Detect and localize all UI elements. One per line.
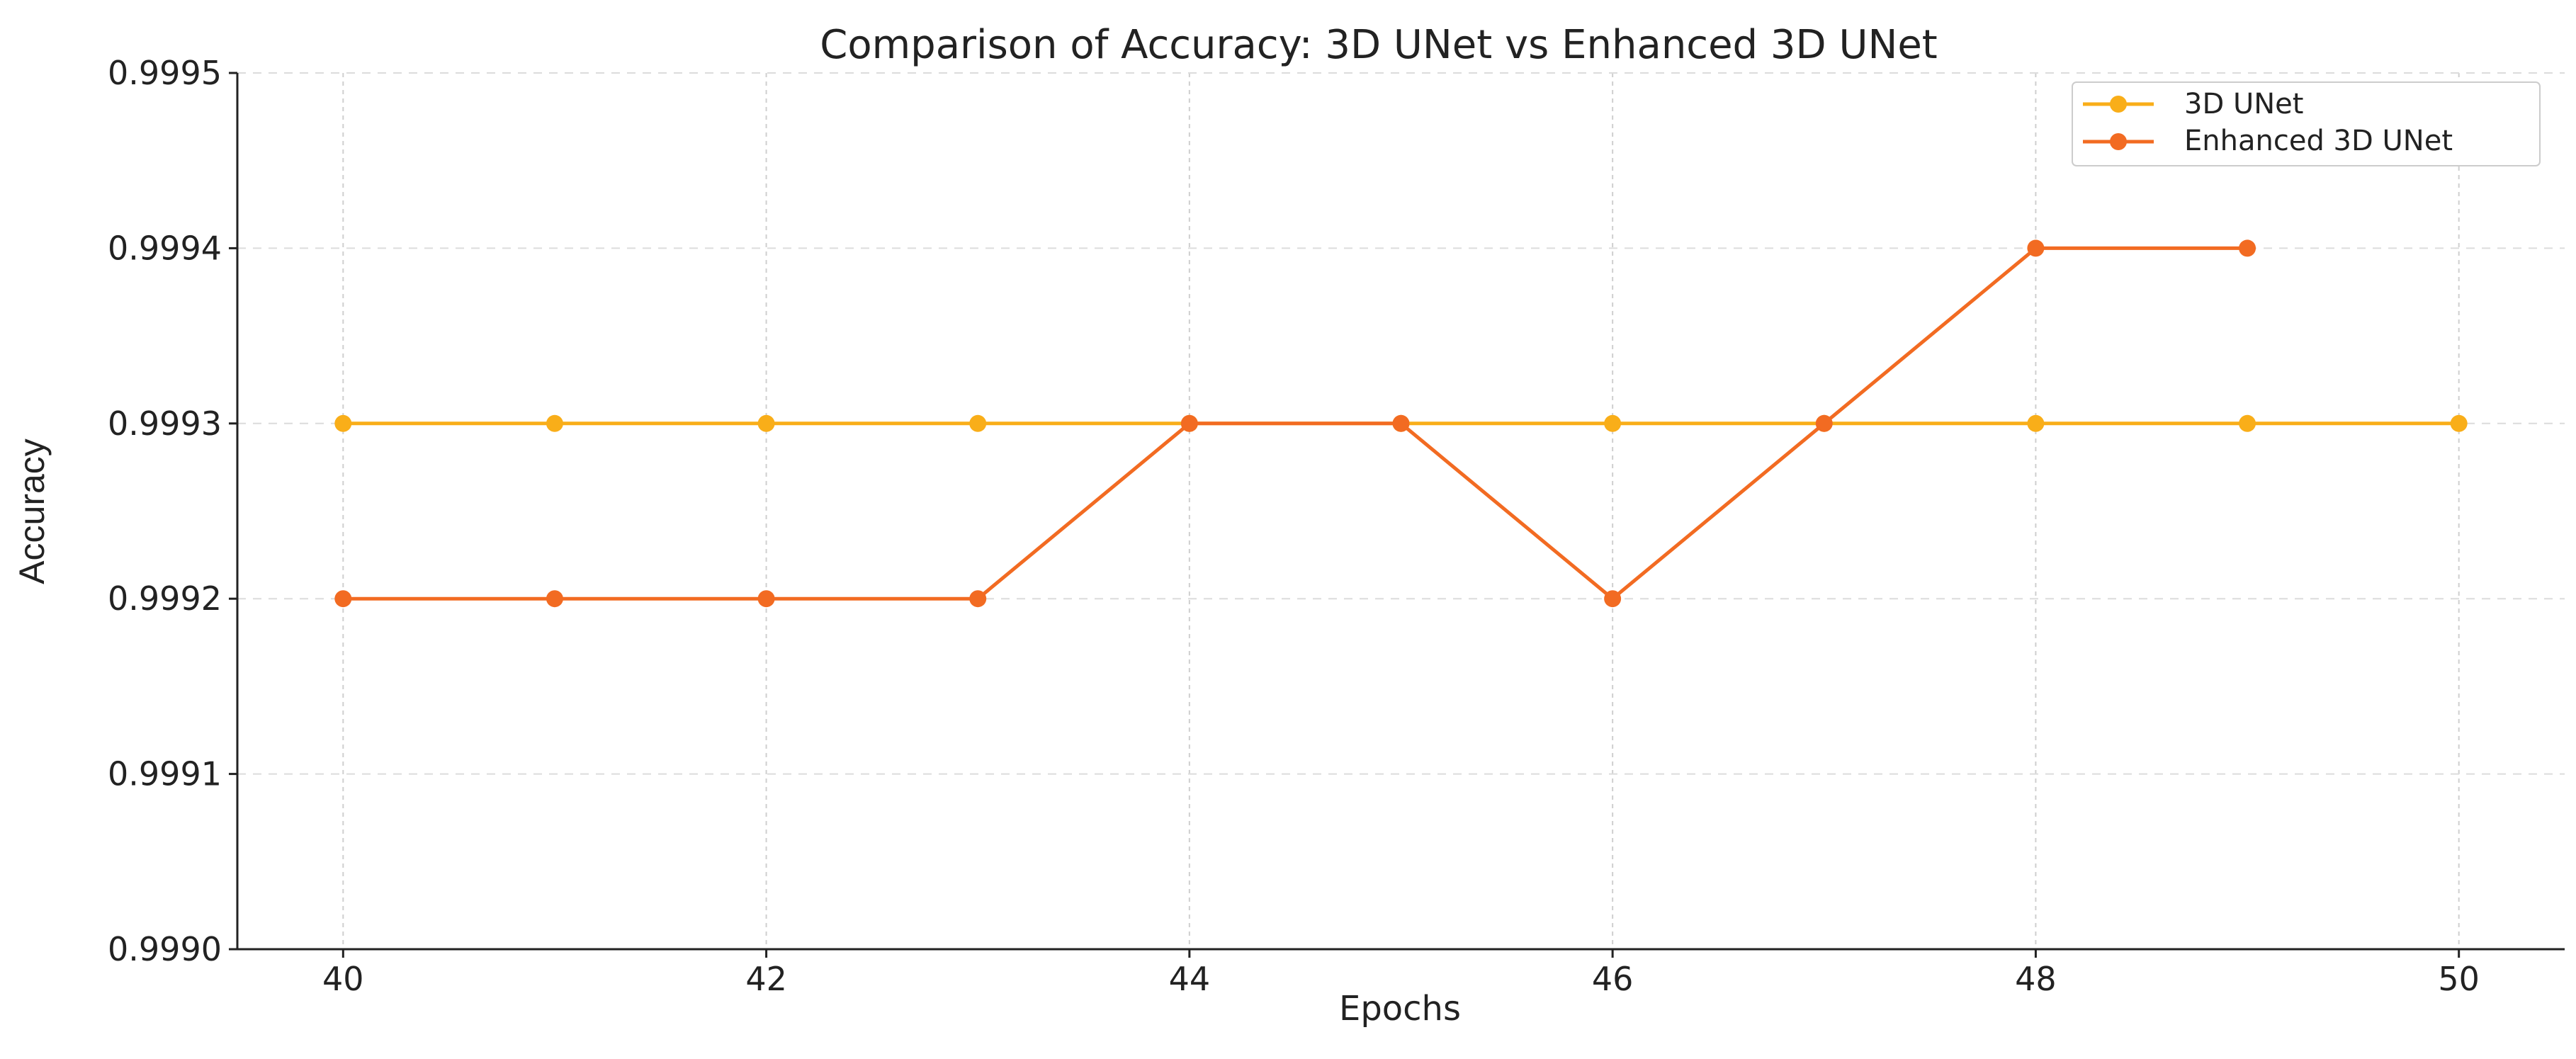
y-axis-label: Accuracy — [12, 438, 52, 584]
legend: 3D UNet Enhanced 3D UNet — [2072, 81, 2541, 166]
data-point-3d-unet — [1604, 414, 1622, 432]
axes-layer — [236, 73, 2565, 951]
data-point-3d-unet — [334, 414, 352, 432]
x-axis-label: Epochs — [1339, 989, 1461, 1029]
data-point-enhanced-3d-unet — [1180, 414, 1198, 432]
data-point-3d-unet — [2450, 414, 2468, 432]
data-point-enhanced-3d-unet — [757, 590, 775, 608]
legend-label-3d-unet: 3D UNet — [2184, 88, 2303, 120]
series-line-enhanced-3d-unet — [341, 246, 2249, 601]
series-layer — [334, 239, 2468, 608]
data-point-3d-unet — [757, 414, 775, 432]
ticks-layer: 0.9990 0.9991 0.9992 0.9993 0.9994 0.9995 40 42… — [108, 54, 2480, 998]
legend-marker-enhanced-3d-unet — [2110, 133, 2127, 150]
data-point-enhanced-3d-unet — [2239, 239, 2256, 257]
data-point-enhanced-3d-unet — [1392, 414, 1410, 432]
x-tick-label: 42 — [745, 960, 787, 998]
data-point-3d-unet — [2027, 414, 2045, 432]
grid-layer — [237, 72, 2565, 949]
legend-label-enhanced-3d-unet: Enhanced 3D UNet — [2184, 125, 2453, 157]
y-tick-label: 0.9995 — [108, 54, 222, 92]
y-tick-label: 0.9994 — [108, 229, 222, 267]
x-tick-label: 44 — [1169, 960, 1211, 998]
y-tick-label: 0.9991 — [108, 755, 222, 793]
data-point-enhanced-3d-unet — [2027, 239, 2045, 257]
x-tick-label: 48 — [2015, 960, 2057, 998]
y-tick-label: 0.9990 — [108, 930, 222, 968]
y-tick-label: 0.9992 — [108, 579, 222, 618]
data-point-3d-unet — [2239, 414, 2256, 432]
data-point-enhanced-3d-unet — [1815, 414, 1833, 432]
data-point-enhanced-3d-unet — [1604, 590, 1622, 608]
data-point-enhanced-3d-unet — [546, 590, 563, 608]
data-point-3d-unet — [546, 414, 563, 432]
x-tick-label: 46 — [1592, 960, 1634, 998]
chart-title: Comparison of Accuracy: 3D UNet vs Enhan… — [820, 22, 1938, 68]
data-point-enhanced-3d-unet — [334, 590, 352, 608]
y-tick-label: 0.9993 — [108, 404, 222, 443]
data-point-enhanced-3d-unet — [969, 590, 987, 608]
x-tick-label: 50 — [2438, 960, 2480, 998]
data-point-3d-unet — [969, 414, 987, 432]
legend-box — [2072, 81, 2541, 166]
x-tick-label: 40 — [322, 960, 364, 998]
legend-marker-3d-unet — [2110, 96, 2127, 113]
